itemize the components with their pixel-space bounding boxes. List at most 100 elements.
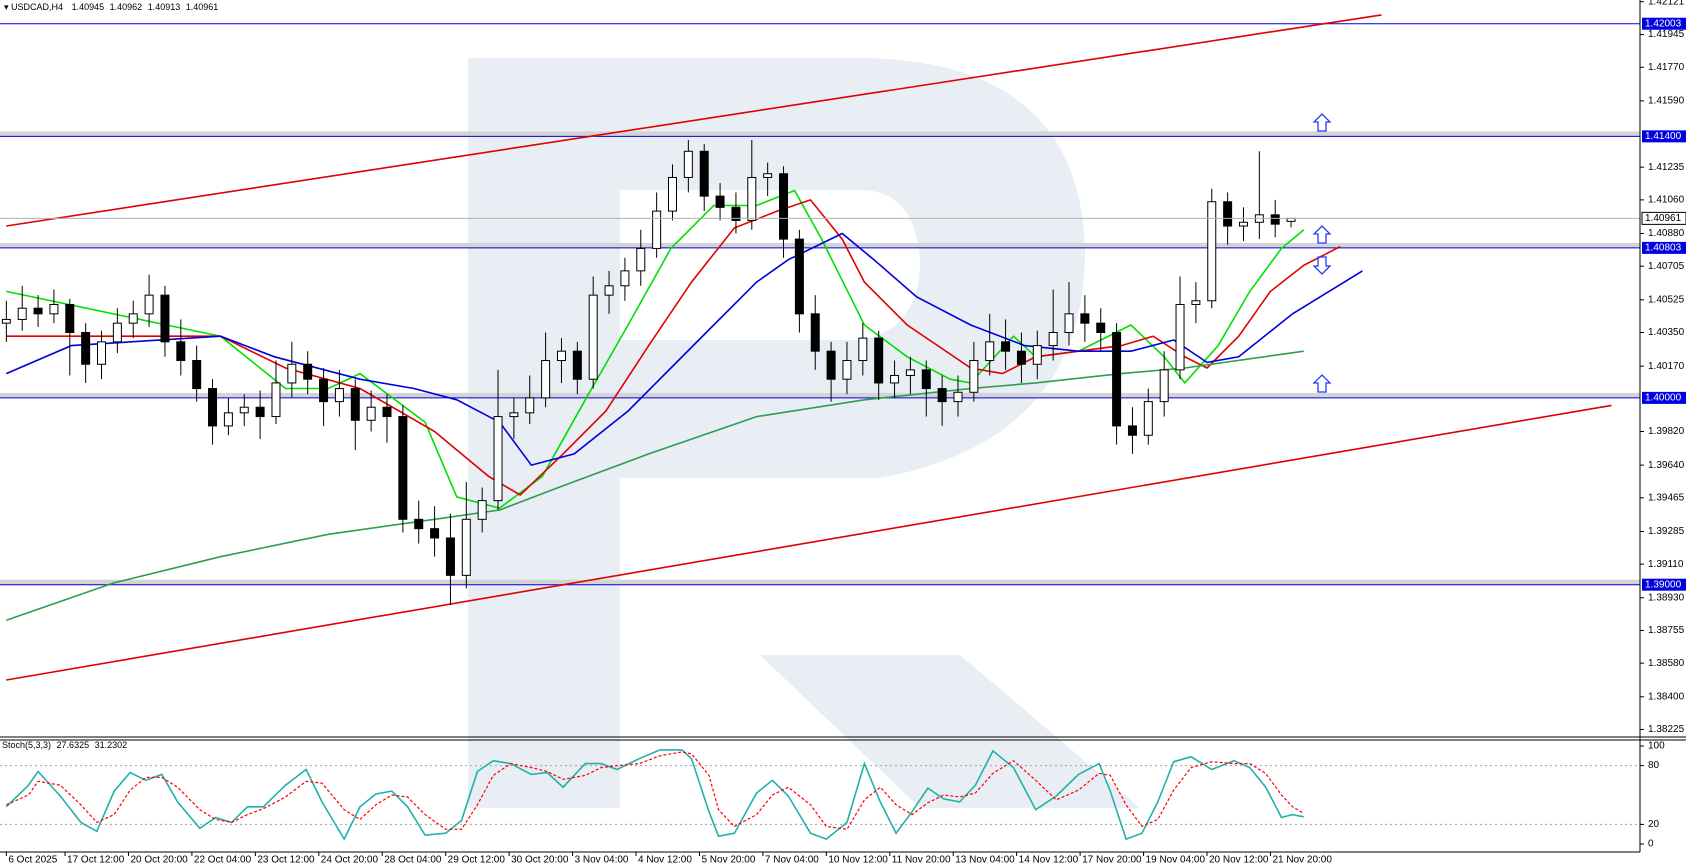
candle-body [763,173,773,178]
y-tick-label: 1.40880 [1648,228,1685,239]
y-tick-label: 1.38225 [1648,724,1685,735]
y-tick-label: 1.38400 [1648,691,1685,702]
candle-body [890,374,900,384]
x-tick-label: 10 Nov 12:00 [828,855,888,866]
y-tick-label: 1.40350 [1648,327,1685,338]
candle-body [794,238,804,315]
x-tick-label: 17 Nov 20:00 [1082,855,1142,866]
level-label: 1.39000 [1645,579,1682,590]
candle-body [477,500,487,520]
candle-body [636,247,646,272]
x-tick-label: 22 Oct 04:00 [194,855,252,866]
y-tick-label: 1.38580 [1648,658,1685,669]
candle-body [699,150,709,197]
candle-body [1143,401,1153,436]
candle-body [1191,300,1201,305]
main-panel [0,14,1640,681]
moving-average [6,198,1341,496]
stoch-main-line [5,749,1304,841]
stoch-signal-line [6,751,1305,830]
y-tick-label: 1.40525 [1648,294,1685,305]
candle-body [271,382,281,418]
low-value: 1.40913 [148,2,181,12]
stoch-signal-value: 31.2302 [95,740,128,750]
header: ▾ USDCAD,H4 1.40945 1.40962 1.40913 1.40… [4,2,218,12]
y-tick-label: 1.39285 [1648,526,1685,537]
watermark [468,58,1140,808]
y-tick-label: 1.42121 [1648,0,1685,7]
y-tick-label: 1.38755 [1648,625,1685,636]
x-tick-label: 20 Nov 12:00 [1209,855,1269,866]
y-tick-label: 1.41770 [1648,62,1685,73]
candle-body [779,173,789,240]
x-tick-label: 23 Oct 12:00 [257,855,315,866]
candle-body [1127,425,1137,436]
level-tag [1642,578,1686,591]
level-band [0,579,1640,585]
stoch-main-value: 27.6325 [57,740,90,750]
candle-body [1175,303,1185,371]
x-tick-label: 7 Nov 04:00 [765,855,819,866]
candle-body [192,360,202,390]
candle-body [144,294,154,315]
level-label: 1.40803 [1645,243,1682,254]
level-label: 1.41400 [1645,131,1682,142]
candle-body [985,341,995,362]
candle-body [652,210,662,249]
y-tick-label: 1.41945 [1648,29,1685,40]
candle-body [33,307,43,315]
current-price-tag [1641,211,1686,225]
candle-body [176,341,186,362]
y-tick-label: 1.40170 [1648,361,1685,372]
moving-average [5,232,1363,467]
candle-body [556,350,566,362]
candle-body [667,176,677,212]
symbol: USDCAD,H4 [11,2,63,12]
candle-body [858,337,868,362]
candle-body [1080,313,1090,324]
x-tick-label: 4 Nov 12:00 [638,855,692,866]
candle-body [445,537,455,576]
arrow-down [1312,256,1332,275]
candle-body [588,294,598,380]
candle-body [1096,322,1106,334]
stoch-title: Stoch(5,3,3) [2,740,51,750]
candle-body [223,412,233,427]
level-tag [1642,391,1686,404]
candle-body [1032,345,1042,365]
y-tick-label: 1.41060 [1648,195,1685,206]
candle-body [97,341,107,365]
dropdown-icon: ▾ [4,2,11,12]
candle-body [572,350,582,380]
candle-body [620,270,630,287]
candle-body [509,412,519,418]
watermark-bowl [620,58,1085,478]
moving-average [6,350,1304,621]
candle-body [1001,341,1011,352]
candle-body [366,406,376,421]
candle-body [842,360,852,380]
candle-body [49,303,59,315]
watermark-stem [468,58,620,808]
candle-body [1,318,11,324]
close-value: 1.40961 [186,2,219,12]
stoch-y-tick-label: 0 [1648,839,1654,850]
candle-body [319,378,329,403]
level-label: 1.42003 [1645,18,1682,29]
candle-body [905,369,915,376]
candle-body [683,150,693,178]
arrow-up [1312,113,1332,132]
stoch-header: Stoch(5,3,3) 27.6325 31.2302 [2,740,127,750]
level-label: 1.40000 [1645,393,1682,404]
candle-body [128,313,138,324]
level-tag [1642,241,1686,254]
candle-body [1270,214,1280,225]
level-tag [1642,130,1686,143]
signal-arrows [1312,113,1332,393]
level-tag [1642,17,1686,30]
candle-body [953,391,963,403]
candle-body [398,416,408,520]
candle-body [255,406,265,418]
candle-body [969,360,979,393]
